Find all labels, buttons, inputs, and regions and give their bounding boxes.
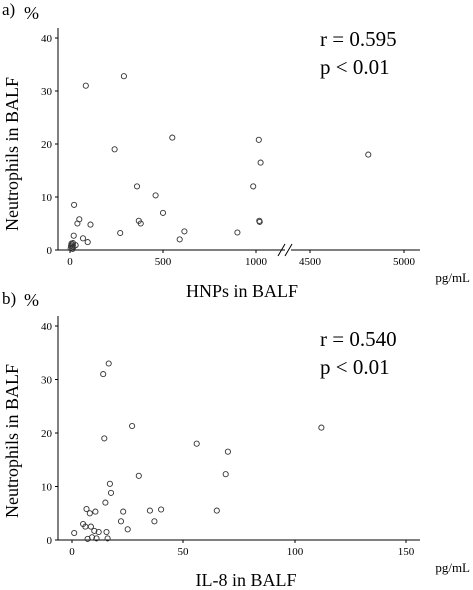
scatter-point [76, 216, 83, 223]
scatter-point [256, 218, 263, 225]
x-tick-label: 1000 [245, 256, 268, 268]
scatter-point [135, 472, 142, 479]
panel-a-x-ticks: 0 500 1000 4500 5000 [67, 250, 416, 268]
panel-b-x-axis-label: IL-8 in BALF [196, 570, 297, 590]
scatter-point [92, 508, 99, 515]
panel-a-p-value: p < 0.01 [320, 55, 390, 79]
y-tick-label: 10 [41, 192, 53, 204]
y-tick-label: 30 [41, 375, 53, 387]
panel-a-y-unit: % [24, 3, 39, 23]
scatter-point [91, 527, 98, 534]
panel-b-points [71, 360, 325, 542]
panel-b-label: b) [2, 289, 16, 308]
panel-b-p-value: p < 0.01 [320, 355, 390, 379]
panel-a-y-ticks: 0 10 20 30 40 [41, 33, 58, 257]
x-tick-label: 5000 [393, 256, 416, 268]
scatter-point [71, 201, 78, 208]
scatter-point [71, 529, 78, 537]
scatter-point [79, 235, 87, 242]
scatter-point [120, 508, 127, 515]
scatter-point [124, 526, 131, 533]
scatter-point [255, 136, 262, 143]
scatter-point [213, 507, 220, 514]
scatter-point [107, 489, 115, 496]
x-tick-label: 50 [178, 546, 190, 558]
panel-b-x-unit: pg/mL [435, 560, 470, 575]
panel-a-y-axis-label: Neutrophils in BALF [2, 77, 22, 231]
scatter-point [82, 82, 89, 89]
scatter-point [101, 435, 108, 442]
y-tick-label: 40 [41, 321, 53, 333]
scatter-point [120, 73, 127, 80]
scatter-point [86, 510, 93, 517]
scatter-point [70, 232, 77, 239]
scatter-point [84, 239, 91, 246]
panel-b-y-unit: % [24, 290, 39, 310]
scatter-point [104, 535, 111, 542]
x-tick-label: 150 [398, 546, 415, 558]
scatter-point [365, 151, 372, 158]
scatter-point [176, 236, 183, 243]
scatter-point [87, 523, 94, 530]
panel-b-r-value: r = 0.540 [320, 327, 397, 351]
panel-b-x-ticks: 0 50 100 150 [69, 540, 415, 558]
panel-b-y-ticks: 0 10 20 30 40 [41, 321, 58, 547]
scatter-point [129, 422, 136, 430]
scatter-point [87, 221, 94, 228]
scatter-point [106, 480, 113, 487]
panel-a-label: a) [2, 0, 15, 19]
x-tick-label: 0 [69, 546, 75, 558]
scatter-point [103, 528, 110, 536]
scatter-point [158, 506, 165, 513]
panel-a-points [67, 73, 372, 252]
panel-a-r-value: r = 0.595 [320, 27, 397, 51]
y-tick-label: 20 [41, 428, 53, 440]
y-tick-label: 0 [47, 535, 53, 547]
panel-b: b) % Neutrophils in BALF 0 10 20 30 40 0… [2, 289, 470, 590]
scatter-point [181, 228, 188, 235]
scatter-point [117, 229, 124, 237]
y-tick-label: 0 [47, 245, 53, 257]
panel-a-x-axis-label: HNPs in BALF [186, 281, 298, 301]
scatter-point [151, 518, 158, 525]
scatter-point [111, 146, 118, 153]
scatter-point [234, 229, 241, 236]
scatter-point [102, 499, 109, 506]
scatter-point [117, 518, 125, 525]
scatter-point [137, 220, 144, 227]
y-tick-label: 20 [41, 139, 53, 151]
y-tick-label: 40 [41, 33, 53, 45]
y-tick-label: 10 [41, 482, 53, 494]
x-tick-label: 100 [287, 546, 304, 558]
scatter-point [93, 535, 100, 542]
scatter-point [250, 183, 257, 190]
scatter-point [105, 360, 112, 367]
scatter-point [95, 528, 102, 536]
scatter-point [152, 192, 159, 199]
scatter-point [72, 242, 79, 249]
scatter-point [100, 371, 107, 378]
scatter-point [193, 440, 200, 447]
scatter-point [169, 134, 176, 141]
y-tick-label: 30 [41, 86, 53, 98]
scatter-point [222, 471, 229, 478]
scatter-point [83, 505, 90, 513]
scatter-point [133, 183, 141, 190]
scatter-point [146, 507, 153, 514]
panel-a-axis-break-mark-2 [284, 243, 293, 257]
panel-a-x-unit: pg/mL [435, 270, 470, 285]
panel-a-axis-break-mark-1 [277, 243, 286, 257]
scatter-point [224, 448, 231, 455]
x-tick-label: 4500 [299, 256, 322, 268]
scatter-point [318, 424, 325, 431]
x-tick-label: 500 [155, 256, 172, 268]
panel-a: a) % Neutrophils in BALF 0 10 20 30 40 [2, 0, 470, 301]
scatter-point [88, 534, 96, 541]
scatter-point [257, 159, 264, 166]
scatter-point [159, 209, 167, 216]
panel-b-y-axis-label: Neutrophils in BALF [2, 364, 22, 518]
x-tick-label: 0 [67, 256, 73, 268]
